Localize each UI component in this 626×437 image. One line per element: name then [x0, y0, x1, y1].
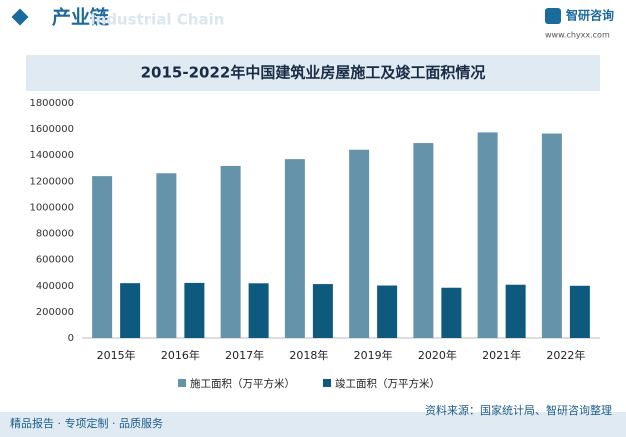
footer-left: 精品报告 · 专项定制 · 品质服务	[10, 416, 163, 430]
chart-title: 2015-2022年中国建筑业房屋施工及竣工面积情况	[141, 64, 486, 82]
y-tick-label: 1000000	[29, 202, 74, 213]
bar	[541, 133, 562, 338]
y-tick-label: 400000	[36, 281, 74, 292]
website: www.chyxx.com	[545, 31, 610, 40]
y-tick-label: 1200000	[29, 176, 74, 187]
y-tick-label: 200000	[36, 307, 74, 318]
y-tick-label: 1800000	[29, 98, 74, 109]
x-tick-label: 2018年	[289, 348, 328, 362]
x-tick-label: 2017年	[225, 348, 264, 362]
bar	[441, 287, 462, 338]
x-tick-label: 2019年	[354, 348, 393, 362]
bar	[248, 283, 269, 338]
x-tick-label: 2020年	[418, 348, 457, 362]
bar	[477, 132, 498, 338]
legend-label: 施工面积（万平方米）	[190, 377, 295, 390]
bar	[312, 284, 333, 338]
bar	[184, 282, 205, 338]
legend-swatch	[178, 379, 186, 387]
brand: 智研咨询	[565, 8, 614, 23]
bar	[220, 165, 241, 338]
bar	[156, 173, 177, 338]
bar	[92, 176, 113, 338]
watermark: Industrial Chain	[90, 11, 224, 29]
bar	[505, 284, 526, 338]
y-tick-label: 800000	[36, 229, 74, 240]
y-tick-label: 1600000	[29, 124, 74, 135]
bar	[569, 285, 590, 338]
y-tick-label: 0	[68, 333, 74, 344]
bar	[413, 143, 434, 338]
header-title: 产业链	[52, 6, 109, 29]
bar	[284, 159, 305, 338]
y-tick-label: 1400000	[29, 150, 74, 161]
legend-swatch	[323, 379, 331, 387]
x-tick-label: 2021年	[482, 348, 521, 362]
bar	[377, 285, 398, 338]
x-tick-label: 2015年	[97, 348, 136, 362]
legend-label: 竣工面积（万平方米）	[335, 377, 440, 390]
x-tick-label: 2022年	[546, 348, 585, 362]
bar	[120, 283, 141, 338]
x-tick-label: 2016年	[161, 348, 200, 362]
y-tick-label: 600000	[36, 255, 74, 266]
source: 资料来源：国家统计局、智研咨询整理	[425, 403, 612, 417]
footer-band	[0, 412, 626, 437]
title-band	[26, 55, 600, 91]
bar	[349, 149, 370, 338]
logo-icon	[545, 8, 561, 24]
